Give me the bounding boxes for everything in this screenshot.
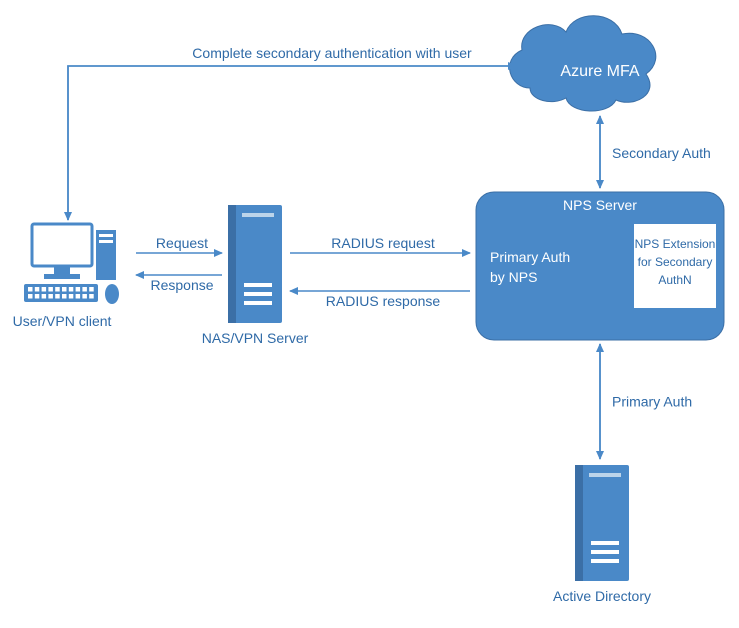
edge-request-label: Request bbox=[156, 235, 208, 251]
edge-secondary-auth-label: Secondary Auth bbox=[612, 145, 711, 161]
edge-complete-label: Complete secondary authentication with u… bbox=[192, 45, 472, 61]
nps-ext-label: NPS Extension bbox=[635, 237, 716, 251]
client-icon bbox=[24, 224, 119, 304]
ad-server-icon bbox=[575, 465, 629, 581]
nas-label: NAS/VPN Server bbox=[202, 330, 309, 346]
nas-server-icon bbox=[228, 205, 282, 323]
edge-complete-fwd bbox=[68, 66, 516, 220]
azure-mfa-label: Azure MFA bbox=[560, 63, 639, 80]
nps-ext-label: AuthN bbox=[658, 273, 691, 287]
edge-radius-response-label: RADIUS response bbox=[326, 293, 441, 309]
nps-primary-auth-line2: by NPS bbox=[490, 269, 537, 285]
nps-server-title: NPS Server bbox=[563, 197, 637, 213]
edge-complete-back bbox=[68, 66, 516, 220]
edge-radius-request-label: RADIUS request bbox=[331, 235, 435, 251]
nps-primary-auth-line1: Primary Auth bbox=[490, 249, 570, 265]
client-label: User/VPN client bbox=[13, 313, 112, 329]
edge-primary-auth-label: Primary Auth bbox=[612, 394, 692, 410]
edge-response-label: Response bbox=[150, 277, 213, 293]
nps-ext-label: for Secondary bbox=[638, 255, 713, 269]
ad-label: Active Directory bbox=[553, 588, 651, 604]
